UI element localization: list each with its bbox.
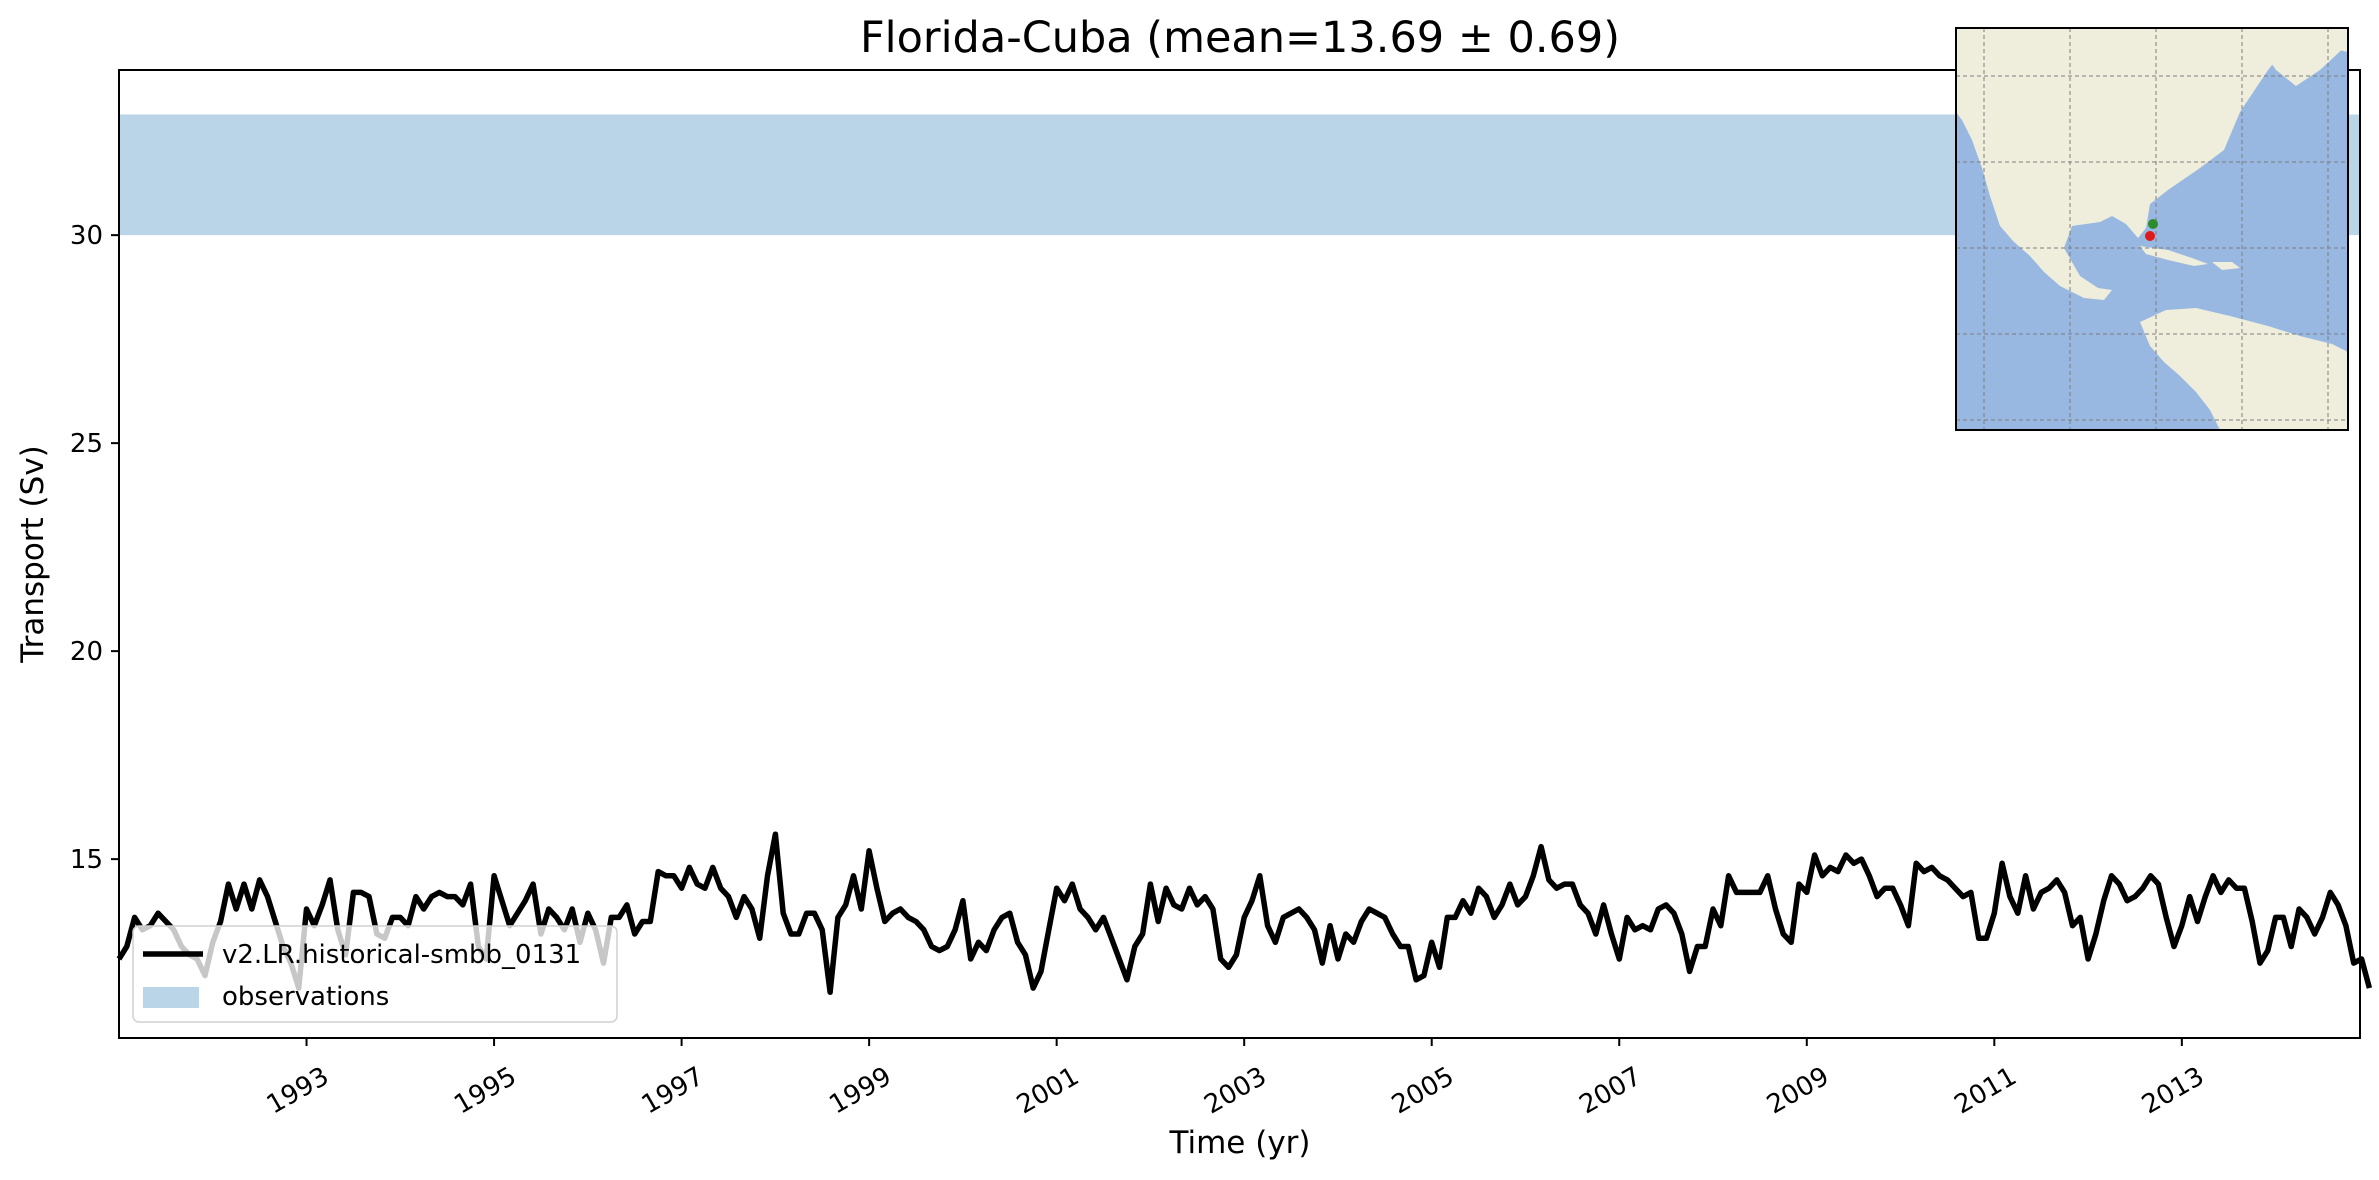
y-axis-label: Transport (Sv) [15,445,51,664]
map-marker-north [2148,219,2158,229]
x-axis: 1993 1995 1997 1999 2001 2003 2005 2007 2009 2011… [262,1038,2209,1120]
map-land-north-america [1956,28,2348,300]
y-axis: 15 20 25 30 [70,221,119,875]
y-tick-label: 25 [70,429,103,459]
map-gridlines [1956,28,2348,430]
x-tick-label: 1999 [824,1061,896,1120]
legend: v2.LR.historical-smbb_0131 observations [132,925,618,1023]
y-tick-label: 15 [70,845,103,875]
y-tick-label: 20 [70,637,103,667]
x-tick-label: 2007 [1574,1061,1646,1120]
x-tick-label: 2009 [1762,1061,1834,1120]
x-tick-label: 1995 [449,1061,521,1120]
plot-frame [118,69,2361,1039]
x-axis-label: Time (yr) [1169,1125,1311,1161]
map-land-cuba [2140,246,2208,266]
x-tick-label: 2011 [1950,1061,2022,1120]
x-tick-label: 2001 [1012,1061,1084,1120]
legend-box [132,925,618,1023]
map-land-hispaniola [2212,262,2240,270]
series-line [116,831,2373,995]
x-tick-label: 2013 [2137,1061,2209,1120]
inset-map [1955,27,2349,431]
y-tick-label: 30 [70,221,103,251]
map-marker-south [2145,231,2155,241]
x-tick-label: 2003 [1199,1061,1271,1120]
map-land-greenland [2248,28,2348,86]
inset-map-frame [1955,27,2349,431]
x-tick-label: 1997 [637,1061,709,1120]
chart-title: Florida-Cuba (mean=13.69 ± 0.69) [860,13,1620,63]
legend-observations-swatch [143,987,199,1008]
x-tick-label: 1993 [262,1061,334,1120]
legend-series-label: v2.LR.historical-smbb_0131 [222,940,581,970]
x-tick-label: 2005 [1387,1061,1459,1120]
legend-observations-label: observations [222,982,389,1012]
map-land-south-america [2140,308,2348,430]
